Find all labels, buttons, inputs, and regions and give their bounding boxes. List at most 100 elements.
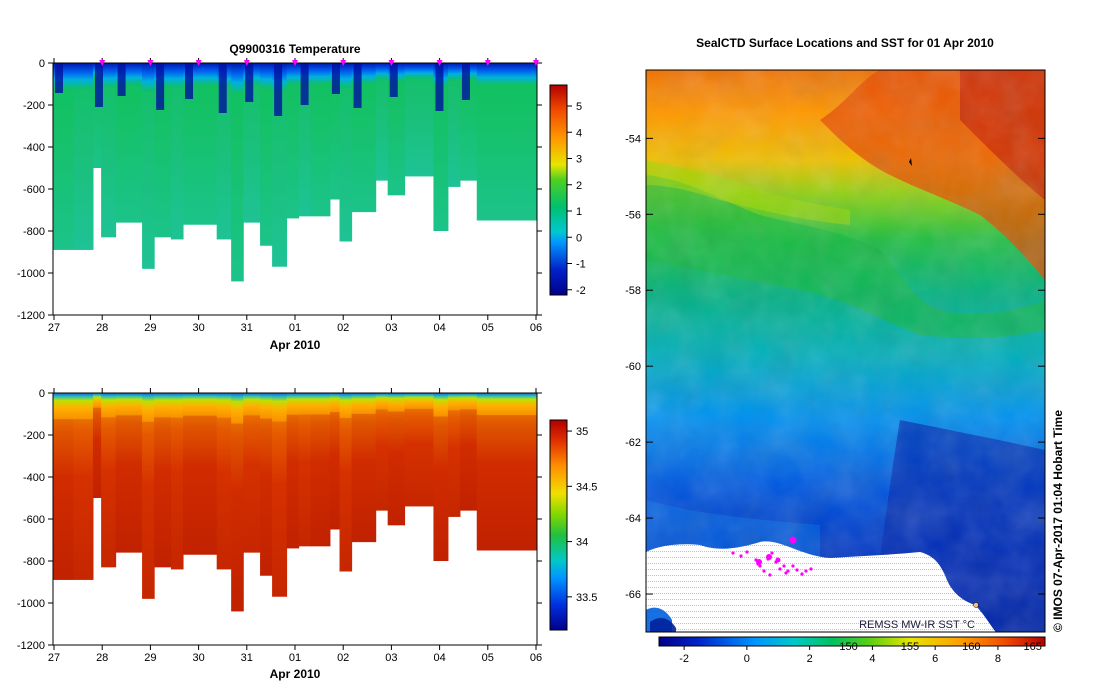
y-tick-label: 0: [39, 58, 45, 70]
profile-column: [73, 63, 94, 250]
lat-tick-label: -60: [625, 361, 641, 373]
x-tick-label: 02: [337, 322, 349, 334]
profile-column-shade: [243, 85, 261, 223]
surface-marker: [533, 60, 539, 66]
salinity-y-axis: 0 -200 -400 -600 -800 -1000 -1200: [17, 388, 542, 652]
x-tick-label: 29: [144, 322, 156, 334]
x-tick-label: 30: [192, 322, 204, 334]
profile-column-shade: [329, 82, 341, 200]
profile-column: [53, 63, 74, 250]
profile-column-shade: [154, 87, 172, 238]
y-tick-label: 0: [39, 388, 45, 400]
sst-colorbar-tick-label: 8: [995, 653, 1001, 665]
surface-location: [766, 554, 772, 560]
surface-marker: [484, 60, 491, 66]
profile-column: [199, 63, 218, 225]
profile-column-shade: [115, 85, 143, 223]
x-tick-label: 27: [48, 322, 60, 334]
x-tick-label: 05: [482, 652, 494, 664]
profile-column: [115, 393, 143, 553]
surface-marker: [147, 60, 154, 66]
surface-location: [775, 557, 781, 563]
x-tick-label: 05: [482, 322, 494, 334]
lat-tick-label: -66: [625, 589, 641, 601]
profile-column-shade: [375, 79, 389, 181]
surface-marker: [195, 60, 202, 66]
profile-column-shade: [154, 417, 172, 568]
island-marker: [909, 158, 912, 166]
profile-column-shade: [92, 407, 102, 498]
temperature-x-axis: 27 28 29 30 31 01 02 03 04 05 06: [48, 58, 542, 334]
surface-marker: [388, 60, 395, 66]
x-tick-label: 01: [289, 652, 301, 664]
profile-column: [339, 393, 353, 572]
profile-column: [142, 393, 155, 599]
profile-column-shade: [387, 411, 406, 526]
profile-column-shade: [375, 409, 389, 511]
profile-column-shade: [433, 416, 449, 561]
cold-surface-layer: [245, 63, 254, 102]
surface-location: [786, 569, 790, 573]
y-tick-label: -200: [23, 430, 45, 442]
x-tick-label: 27: [48, 652, 60, 664]
sealctd-surface-locations: [731, 158, 979, 608]
latest-surface-location: [789, 536, 797, 544]
profile-column: [260, 63, 273, 246]
x-tick-label: 02: [337, 652, 349, 664]
profile-column: [216, 393, 232, 570]
x-tick-label: 30: [192, 652, 204, 664]
profile-column-shade: [231, 93, 244, 282]
profile-column: [476, 63, 537, 221]
profile-column-shade: [387, 81, 406, 196]
profile-column-shade: [298, 84, 312, 217]
x-tick-label: 06: [530, 322, 542, 334]
profile-column: [404, 393, 434, 507]
sst-map-panel: SealCTD Surface Locations and SST for 01…: [625, 36, 1065, 665]
profile-column-shade: [447, 80, 461, 187]
surface-location: [739, 554, 743, 558]
profile-column-shade: [404, 78, 434, 177]
salinity-panel: 0 -200 -400 -600 -800 -1000 -1200 27 28 29 30 31 01…: [17, 388, 597, 681]
profile-column: [154, 393, 172, 568]
colorbar-tick-label: -2: [576, 285, 586, 297]
profile-column-shade: [476, 85, 537, 221]
profile-column: [404, 63, 434, 177]
surface-location: [762, 569, 766, 573]
profile-column-shade: [170, 87, 184, 240]
profile-column-shade: [199, 415, 218, 555]
y-tick-label: -400: [23, 142, 45, 154]
surface-marker: [340, 60, 347, 66]
colorbar-tick-label: 5: [576, 101, 582, 113]
temperature-xlabel: Apr 2010: [270, 338, 321, 352]
surface-location: [782, 564, 786, 568]
profile-column: [183, 63, 201, 225]
cold-surface-layer: [218, 63, 227, 113]
profile-column-shade: [459, 409, 478, 511]
surface-location: [756, 559, 762, 565]
profile-column: [260, 393, 273, 576]
profile-column-shade: [73, 419, 94, 580]
profile-column-shade: [310, 84, 331, 217]
profile-column-shade: [339, 417, 353, 572]
profile-column-shade: [339, 87, 353, 242]
sst-annotation: REMSS MW-IR SST °C: [859, 619, 975, 631]
profile-column: [101, 63, 117, 238]
x-tick-label: 06: [530, 652, 542, 664]
sst-field: [646, 70, 1045, 632]
lat-tick-label: -62: [625, 437, 641, 449]
profile-column: [170, 63, 184, 240]
x-tick-label: 01: [289, 322, 301, 334]
profile-column-shade: [310, 414, 331, 547]
colorbar-tick-label: 2: [576, 180, 582, 192]
profile-column: [310, 393, 331, 547]
y-tick-label: -400: [23, 472, 45, 484]
colorbar-tick-label: 1: [576, 206, 582, 218]
profile-column-shade: [260, 418, 273, 576]
profile-column: [170, 393, 184, 570]
imos-credit: © IMOS 07-Apr-2017 01:04 Hobart Time: [1051, 410, 1065, 632]
profile-column: [183, 393, 201, 555]
colorbar-tick-label: 33.5: [576, 592, 597, 604]
profile-column: [447, 63, 461, 187]
cold-surface-layer: [389, 63, 398, 97]
profile-column-shade: [53, 89, 74, 250]
